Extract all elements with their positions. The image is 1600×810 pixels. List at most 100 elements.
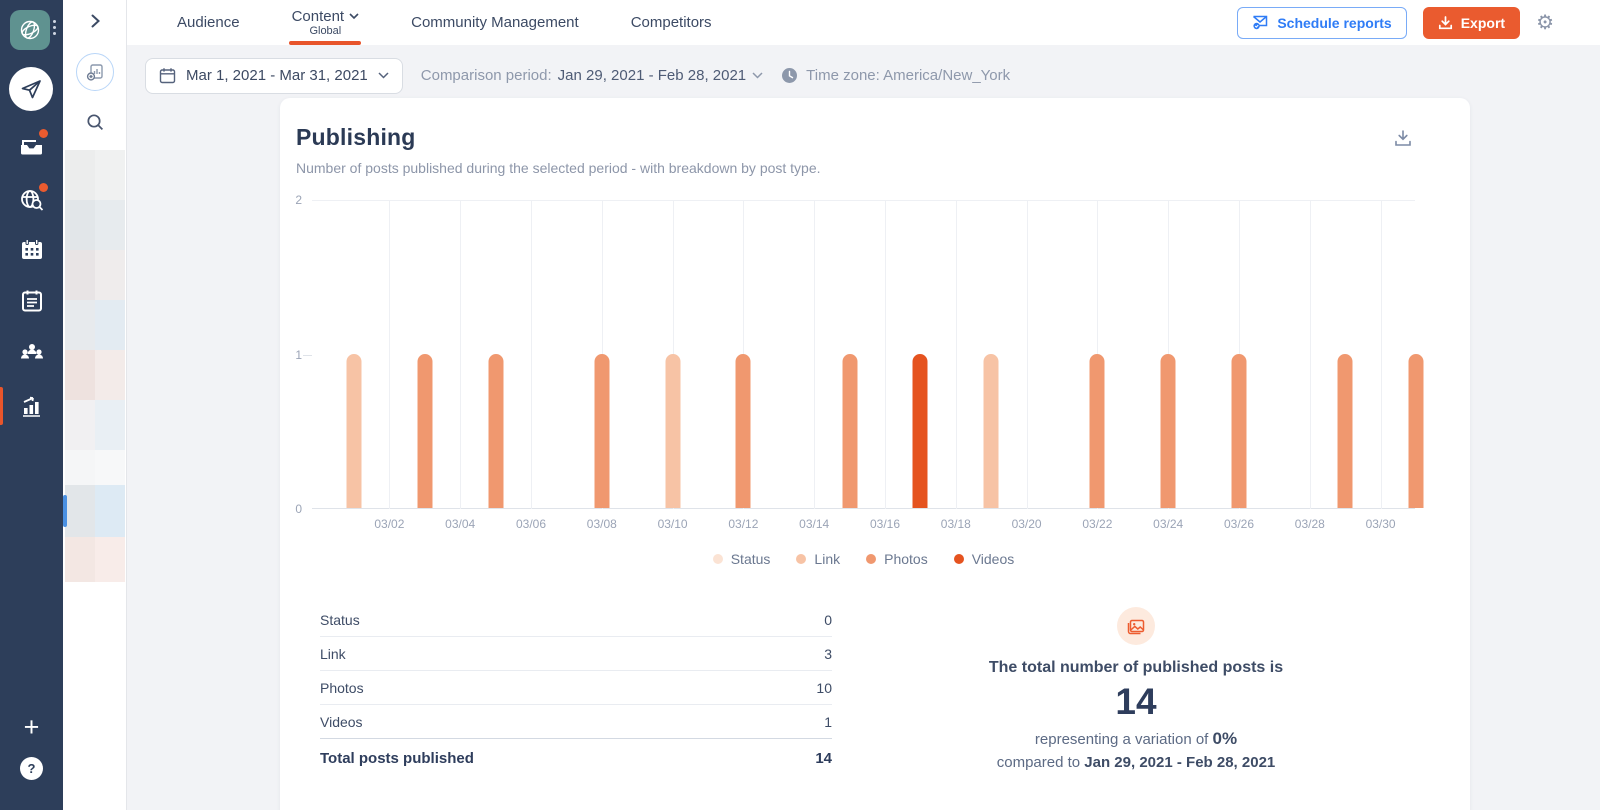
table-row-photos: Photos 10 [320, 671, 832, 705]
app-sidebar: + ? [0, 0, 63, 810]
legend-dot [866, 554, 877, 564]
notification-dot [39, 129, 48, 138]
chevron-down-icon [378, 72, 389, 79]
x-axis-label: 03/10 [657, 517, 688, 531]
legend-item-status[interactable]: Status [712, 551, 770, 567]
sidebar-item-community[interactable] [0, 329, 63, 375]
report-thumbnail[interactable] [65, 350, 125, 400]
chart-legend: Status Link Photos Videos [312, 551, 1415, 567]
report-thumbnail[interactable] [65, 250, 125, 300]
x-axis-label: 03/06 [515, 517, 547, 531]
tab-audience[interactable]: Audience [177, 14, 240, 31]
report-thumbnail[interactable] [65, 537, 125, 582]
settings-gear-icon[interactable]: ⚙ [1536, 11, 1554, 34]
x-axis-label: 03/20 [1011, 517, 1042, 531]
paper-plane-icon [21, 80, 41, 99]
chart-bar-0331[interactable] [1408, 353, 1424, 508]
table-row-videos: Videos 1 [320, 705, 832, 739]
x-axis-label: 03/22 [1082, 517, 1113, 531]
chart-bar-0301[interactable] [346, 353, 362, 508]
variation-value: 0% [1212, 729, 1238, 748]
new-report-button[interactable] [76, 53, 114, 91]
calendar-icon [21, 239, 42, 259]
legend-item-videos[interactable]: Videos [953, 551, 1014, 567]
x-axis-label: 03/02 [374, 517, 405, 531]
sidebar-item-reports[interactable] [0, 383, 63, 429]
report-thumbnail[interactable] [63, 485, 125, 537]
sidebar-item-publish[interactable] [9, 67, 53, 111]
inbox-icon [21, 140, 42, 155]
chart-bar-0329[interactable] [1337, 353, 1353, 508]
report-thumbnail[interactable] [65, 200, 125, 250]
export-button[interactable]: Export [1422, 6, 1521, 39]
table-row-status: Status 0 [320, 603, 832, 637]
gridline-top [312, 200, 1415, 201]
x-axis-label: 03/04 [445, 517, 476, 531]
workspace-avatar[interactable] [10, 10, 50, 50]
clock-icon [782, 68, 798, 83]
legend-dot [953, 554, 964, 564]
reports-rail [63, 0, 127, 810]
gridline [885, 200, 886, 509]
post-type-table: Status 0 Link 3 Photos 10 Videos 1 Total posts p… [320, 603, 832, 777]
gridline [814, 200, 816, 509]
chart-bar-0303[interactable] [417, 353, 433, 508]
report-thumbnail[interactable] [65, 300, 125, 350]
date-range-picker[interactable]: Mar 1, 2021 - Mar 31, 2021 [145, 57, 403, 94]
tab-sublabel: Global [309, 25, 342, 37]
tab-content[interactable]: Content Global [289, 0, 362, 45]
chart-bar-0322[interactable] [1089, 353, 1105, 508]
tab-community-management[interactable]: Community Management [411, 14, 579, 31]
calendar-icon [159, 68, 176, 84]
search-icon[interactable] [63, 108, 127, 136]
summary-panel: The total number of published posts is 1… [832, 603, 1470, 777]
sidebar-item-content-calendar[interactable] [0, 278, 63, 324]
summary-total: 14 [1115, 681, 1157, 722]
chart-bar-0308[interactable] [594, 353, 610, 508]
notification-dot [39, 183, 48, 192]
sidebar-item-listening[interactable] [0, 176, 63, 222]
report-title: Publishing [296, 124, 416, 150]
chart-bar-0310[interactable] [665, 353, 681, 508]
legend-item-link[interactable]: Link [796, 551, 840, 567]
gridline [1026, 200, 1028, 509]
summary-variation-line: representing a variation of 0% [1034, 729, 1238, 748]
schedule-icon [1253, 15, 1268, 30]
chart-bar-0312[interactable] [735, 353, 751, 508]
header-tabs: Audience Content Global Community Manageme… [175, 0, 714, 45]
chevron-down-icon [752, 72, 763, 79]
download-chart-button[interactable] [1394, 130, 1412, 152]
tab-competitors[interactable]: Competitors [630, 14, 712, 31]
report-thumbnail[interactable] [65, 150, 125, 200]
sidebar-item-inbox[interactable] [0, 122, 63, 168]
report-thumbnail[interactable] [65, 450, 125, 485]
chart-bar-0319[interactable] [983, 353, 999, 508]
comparison-period-dropdown[interactable]: Comparison period: Jan 29, 2021 - Feb 28… [421, 67, 763, 84]
chart-bar-0326[interactable] [1231, 353, 1247, 508]
publishing-card: Publishing Number of posts published dur… [280, 98, 1470, 810]
gridline [460, 200, 462, 509]
y-axis-label: 1 [295, 347, 302, 362]
gridline [1380, 200, 1382, 509]
chart-bar-0315[interactable] [842, 353, 858, 508]
report-subtitle: Number of posts published during the sel… [296, 160, 821, 176]
kebab-menu-icon[interactable] [53, 20, 56, 35]
y-axis-label: 0 [295, 502, 302, 516]
x-axis-label: 03/16 [869, 517, 901, 531]
chart-bar-0317[interactable] [912, 353, 928, 508]
schedule-reports-button[interactable]: Schedule reports [1237, 6, 1407, 39]
sidebar-item-calendar[interactable] [0, 227, 63, 273]
comparison-period-value: Jan 29, 2021 - Feb 28, 2021 [1084, 754, 1276, 771]
report-thumbnail[interactable] [65, 400, 125, 450]
expand-sidebar-icon[interactable] [63, 8, 127, 34]
summary-heading: The total number of published posts is [988, 659, 1284, 676]
team-icon [20, 344, 43, 359]
legend-item-photos[interactable]: Photos [866, 551, 928, 567]
main-content: Mar 1, 2021 - Mar 31, 2021 Comparison pe… [127, 45, 1600, 810]
globe-logo-icon [20, 20, 40, 40]
add-icon[interactable]: + [23, 712, 40, 742]
chart-bar-0324[interactable] [1160, 353, 1176, 508]
help-icon[interactable]: ? [20, 757, 43, 780]
gridline [389, 200, 391, 509]
chart-bar-0305[interactable] [488, 353, 504, 508]
